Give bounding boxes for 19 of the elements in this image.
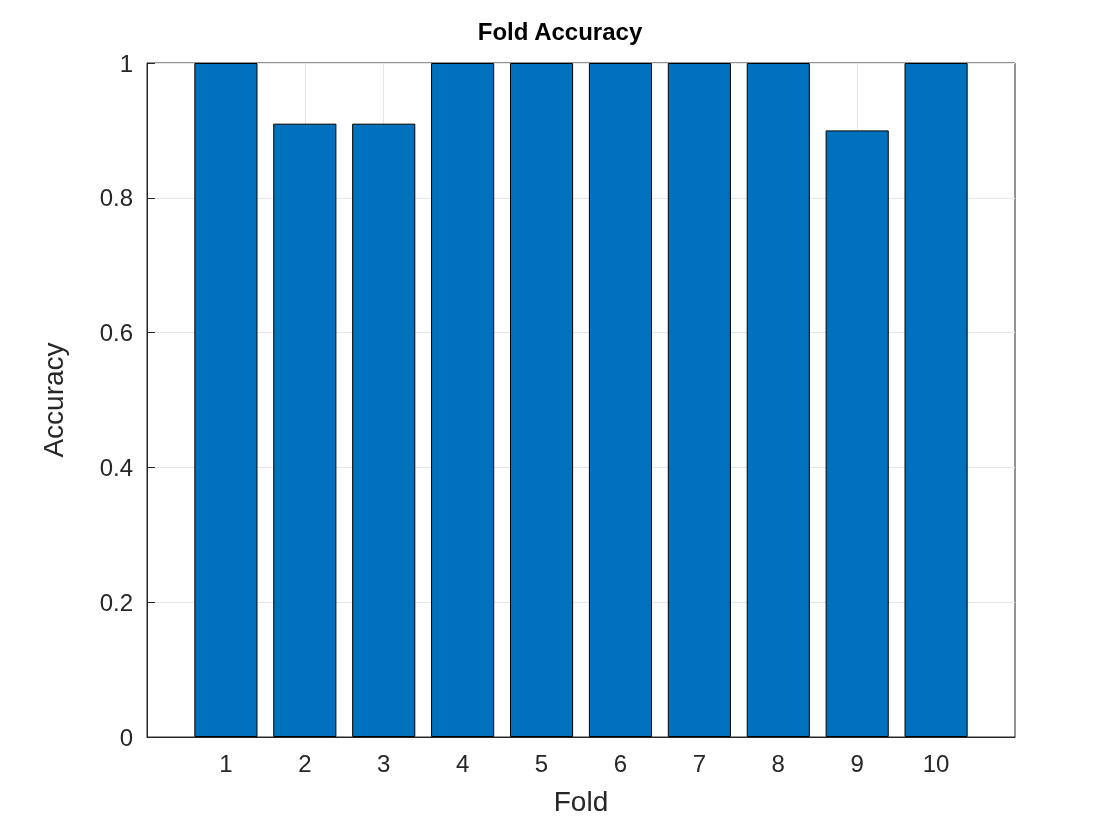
y-tick-label: 0.4 [99, 453, 133, 481]
chart-title: Fold Accuracy [477, 17, 643, 45]
y-tick-label: 0.8 [99, 184, 133, 212]
x-tick-label: 9 [850, 749, 864, 777]
y-axis-title: Accuracy [37, 342, 69, 458]
x-tick-label: 5 [534, 749, 549, 777]
x-tick-label: 3 [377, 749, 391, 777]
y-tick-label: 0 [119, 723, 133, 751]
x-tick-label: 4 [455, 749, 470, 777]
y-tick-label: 0.2 [99, 588, 133, 616]
x-tick-label: 1 [219, 749, 233, 777]
x-tick-label: 2 [298, 749, 312, 777]
y-tick-label: 0.6 [99, 319, 133, 347]
y-tick-label: 1 [119, 49, 133, 77]
x-axis-title: Fold [553, 785, 609, 817]
x-tick-label: 7 [692, 749, 707, 777]
x-tick-label: 10 [922, 749, 950, 777]
x-tick-label: 8 [771, 749, 785, 777]
x-tick-label: 6 [613, 749, 628, 777]
